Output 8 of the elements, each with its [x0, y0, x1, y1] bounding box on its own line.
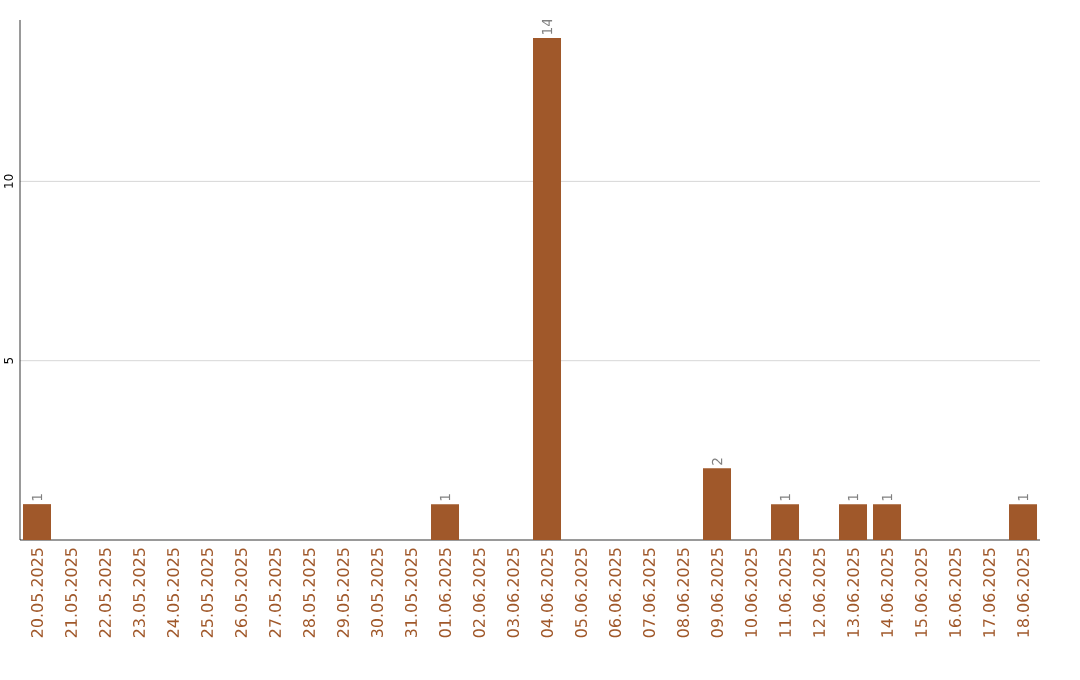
bar: [533, 37, 562, 540]
bar: [873, 504, 902, 540]
bar: [839, 504, 868, 540]
bar: [23, 504, 51, 540]
bar: [771, 504, 800, 540]
bar: [1009, 504, 1038, 540]
bar: [703, 468, 732, 540]
bar: [431, 504, 460, 540]
